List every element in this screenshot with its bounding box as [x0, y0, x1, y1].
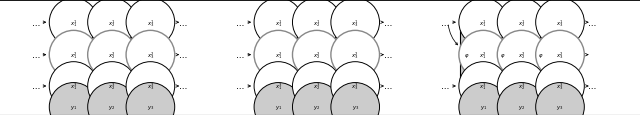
- Text: $x_2^2$: $x_2^2$: [518, 50, 525, 61]
- Text: $\varphi$: $\varphi$: [538, 51, 543, 59]
- Text: $x_3^2$: $x_3^2$: [351, 50, 359, 61]
- Text: $y_3$: $y_3$: [351, 103, 359, 111]
- Ellipse shape: [536, 62, 584, 110]
- Ellipse shape: [459, 0, 508, 47]
- Ellipse shape: [497, 83, 546, 115]
- Text: $\cdots$: $\cdots$: [31, 51, 40, 60]
- Ellipse shape: [254, 31, 303, 79]
- Text: $\cdots$: $\cdots$: [178, 51, 187, 60]
- Ellipse shape: [331, 62, 380, 110]
- Text: $\cdots$: $\cdots$: [31, 19, 40, 27]
- Ellipse shape: [331, 31, 380, 79]
- Text: $\cdots$: $\cdots$: [178, 82, 187, 91]
- Text: $y_1$: $y_1$: [70, 103, 77, 111]
- Ellipse shape: [49, 31, 98, 79]
- Text: $y_2$: $y_2$: [518, 103, 525, 111]
- Text: $x_3^3$: $x_3^3$: [556, 81, 564, 92]
- Text: $\cdots$: $\cdots$: [236, 82, 244, 91]
- Ellipse shape: [292, 83, 341, 115]
- Ellipse shape: [536, 31, 584, 79]
- Text: $\varphi$: $\varphi$: [465, 51, 470, 59]
- Ellipse shape: [126, 62, 175, 110]
- Text: $\cdots$: $\cdots$: [383, 19, 392, 27]
- Ellipse shape: [126, 31, 175, 79]
- Text: $y_2$: $y_2$: [108, 103, 116, 111]
- Text: $\cdots$: $\cdots$: [236, 19, 244, 27]
- Ellipse shape: [497, 31, 546, 79]
- Text: $\cdots$: $\cdots$: [588, 82, 596, 91]
- FancyBboxPatch shape: [534, 30, 548, 80]
- Ellipse shape: [459, 83, 508, 115]
- Text: $x_2^1$: $x_2^1$: [108, 18, 116, 28]
- Text: $\cdots$: $\cdots$: [383, 51, 392, 60]
- Ellipse shape: [49, 83, 98, 115]
- Text: $\cdots$: $\cdots$: [383, 82, 392, 91]
- Text: $y_3$: $y_3$: [556, 103, 564, 111]
- Ellipse shape: [254, 62, 303, 110]
- Text: $\cdots$: $\cdots$: [440, 19, 449, 27]
- Ellipse shape: [536, 83, 584, 115]
- Ellipse shape: [497, 62, 546, 110]
- Text: $x_2^2$: $x_2^2$: [108, 50, 116, 61]
- Text: $\cdots$: $\cdots$: [236, 51, 244, 60]
- Ellipse shape: [88, 31, 136, 79]
- Ellipse shape: [331, 0, 380, 47]
- Text: $x_2^1$: $x_2^1$: [313, 18, 321, 28]
- Ellipse shape: [254, 83, 303, 115]
- Text: $x_1^1$: $x_1^1$: [275, 18, 282, 28]
- Text: $x_3^3$: $x_3^3$: [351, 81, 359, 92]
- Text: $x_1^2$: $x_1^2$: [479, 50, 487, 61]
- Ellipse shape: [459, 62, 508, 110]
- Text: $x_2^3$: $x_2^3$: [108, 81, 116, 92]
- Ellipse shape: [126, 0, 175, 47]
- Text: $\varphi$: $\varphi$: [500, 51, 505, 59]
- Ellipse shape: [88, 62, 136, 110]
- Ellipse shape: [536, 0, 584, 47]
- Text: $y_1$: $y_1$: [479, 103, 487, 111]
- Text: $x_3^1$: $x_3^1$: [351, 18, 359, 28]
- Text: $x_3^1$: $x_3^1$: [556, 18, 564, 28]
- Ellipse shape: [292, 0, 341, 47]
- Text: $x_3^2$: $x_3^2$: [556, 50, 564, 61]
- Text: $\cdots$: $\cdots$: [440, 82, 449, 91]
- Ellipse shape: [49, 62, 98, 110]
- Text: $\cdots$: $\cdots$: [178, 19, 187, 27]
- Text: $x_1^2$: $x_1^2$: [70, 50, 77, 61]
- Text: $x_2^2$: $x_2^2$: [313, 50, 321, 61]
- Ellipse shape: [88, 0, 136, 47]
- Text: $x_1^3$: $x_1^3$: [70, 81, 77, 92]
- Ellipse shape: [331, 83, 380, 115]
- Text: $x_3^3$: $x_3^3$: [147, 81, 154, 92]
- Text: $x_1^1$: $x_1^1$: [70, 18, 77, 28]
- Text: $x_1^2$: $x_1^2$: [275, 50, 282, 61]
- Ellipse shape: [497, 0, 546, 47]
- Text: $x_2^3$: $x_2^3$: [313, 81, 321, 92]
- Text: $\cdots$: $\cdots$: [31, 82, 40, 91]
- Text: $y_1$: $y_1$: [275, 103, 282, 111]
- Ellipse shape: [88, 83, 136, 115]
- FancyBboxPatch shape: [460, 30, 474, 80]
- Ellipse shape: [292, 31, 341, 79]
- Text: $x_3^2$: $x_3^2$: [147, 50, 154, 61]
- Text: $x_1^1$: $x_1^1$: [479, 18, 487, 28]
- Text: $x_1^3$: $x_1^3$: [275, 81, 282, 92]
- Ellipse shape: [254, 0, 303, 47]
- Text: $x_3^1$: $x_3^1$: [147, 18, 154, 28]
- Text: $y_2$: $y_2$: [313, 103, 321, 111]
- Ellipse shape: [126, 83, 175, 115]
- FancyBboxPatch shape: [495, 30, 509, 80]
- Text: $\cdots$: $\cdots$: [588, 19, 596, 27]
- Ellipse shape: [292, 62, 341, 110]
- Ellipse shape: [459, 31, 508, 79]
- Text: $x_2^3$: $x_2^3$: [518, 81, 525, 92]
- Text: $x_1^3$: $x_1^3$: [479, 81, 487, 92]
- Text: $x_2^1$: $x_2^1$: [518, 18, 525, 28]
- Ellipse shape: [49, 0, 98, 47]
- Text: $y_3$: $y_3$: [147, 103, 154, 111]
